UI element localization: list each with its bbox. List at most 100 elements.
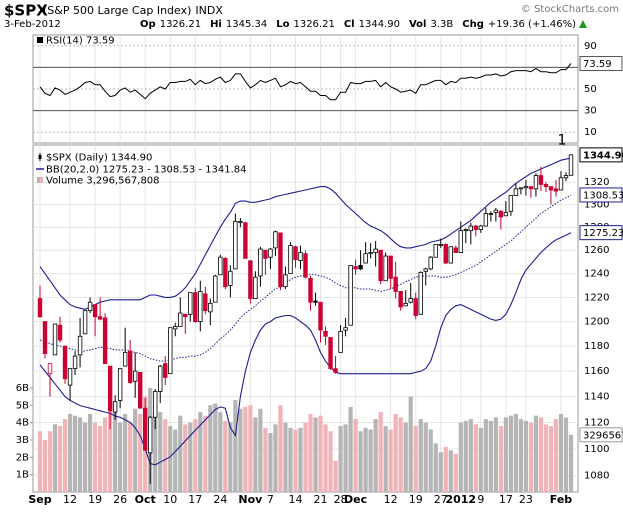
y-tick-label: 1140 xyxy=(584,392,609,403)
candle-body xyxy=(553,188,559,192)
bb-lower xyxy=(39,232,572,466)
volume-bar xyxy=(173,429,178,492)
candle-body xyxy=(273,231,278,249)
candle-body xyxy=(438,244,443,246)
candle-body xyxy=(42,321,48,355)
up-arrow xyxy=(579,20,587,28)
volume-bar xyxy=(523,420,529,492)
legend-label: $SPX (Daily) 1344.90 xyxy=(46,153,152,164)
candle-body xyxy=(303,253,308,278)
candle-body xyxy=(37,298,43,318)
volume-bar xyxy=(378,412,383,492)
candle-body xyxy=(528,186,534,190)
candle-body xyxy=(293,246,298,260)
volume-bar xyxy=(188,422,193,492)
candle-body xyxy=(263,249,268,259)
x-tick-label: 17 xyxy=(499,493,513,506)
candle-body xyxy=(408,298,413,303)
candle-body xyxy=(127,350,133,383)
volume-bar xyxy=(128,422,133,492)
volume-bar xyxy=(393,413,398,492)
quote-value: 1344.90 xyxy=(359,19,400,30)
x-tick-label: 19 xyxy=(88,493,102,506)
candle-body xyxy=(443,244,448,264)
candle-body xyxy=(137,372,143,409)
candle-body xyxy=(568,154,574,176)
volume-bar xyxy=(193,419,198,492)
quote-key: Op xyxy=(140,19,156,30)
candle-body xyxy=(168,327,173,375)
candle-body xyxy=(518,187,524,190)
x-tick-label: 2012 xyxy=(445,493,476,506)
volume-bar xyxy=(118,422,123,492)
volume-bar xyxy=(448,450,453,492)
value-tag-box xyxy=(579,225,623,241)
volume-bar xyxy=(463,420,468,492)
volume-bar xyxy=(158,412,163,492)
candle-body xyxy=(288,245,293,275)
volume-bar xyxy=(563,417,569,492)
x-tick-label: Feb xyxy=(550,493,573,506)
candle-body xyxy=(67,368,73,386)
candle-body xyxy=(338,330,343,353)
candle-body xyxy=(188,292,193,315)
volume-bar xyxy=(298,427,303,492)
x-tick-label: 14 xyxy=(288,493,302,506)
candle-body xyxy=(218,256,223,276)
candle-body xyxy=(72,355,78,370)
x-tick-label: 28 xyxy=(334,493,348,506)
volume-bar xyxy=(353,419,358,492)
volume-bar xyxy=(308,413,313,492)
candle-body xyxy=(253,276,258,300)
volume-bar xyxy=(113,410,118,492)
volume-bar xyxy=(438,452,443,492)
y-tick-label: 1220 xyxy=(584,292,609,303)
volume-bar xyxy=(163,419,168,492)
x-tick-label: 9 xyxy=(477,493,484,506)
volume-bar xyxy=(98,426,103,492)
quote-value: 3.3B xyxy=(430,19,453,30)
candle-body xyxy=(238,221,243,224)
candle-body xyxy=(378,249,383,282)
volume-bar xyxy=(273,424,278,492)
volume-bar xyxy=(108,401,113,492)
candle-body xyxy=(478,225,484,230)
volume-bar xyxy=(568,434,574,492)
value-tag: 3296567 xyxy=(583,430,623,441)
volume-bar xyxy=(518,419,524,492)
quote: Op 1326.21 Hi 1345.34 Lo 1326.21 Cl 1344.90 Vol 3… xyxy=(140,19,576,30)
volume-bar xyxy=(513,413,518,492)
candle-body xyxy=(498,210,504,218)
candle-body xyxy=(77,335,83,356)
legend-label: RSI(14) 73.59 xyxy=(46,36,115,47)
x-tick-label: 21 xyxy=(314,493,328,506)
volume-bar xyxy=(398,417,403,492)
volume-bar xyxy=(138,413,143,492)
candle-body xyxy=(348,264,353,326)
candle-body xyxy=(107,365,113,412)
volume-bar xyxy=(423,422,428,492)
volume-bar xyxy=(508,415,513,492)
candle-body xyxy=(453,247,458,253)
volume-bar xyxy=(153,408,158,492)
legend-candle-body xyxy=(38,155,42,159)
rsi-line xyxy=(39,63,572,101)
candle-body xyxy=(493,209,499,213)
volume-bar xyxy=(358,431,363,492)
candle-body xyxy=(538,175,544,185)
volume-bar xyxy=(203,415,208,492)
candle-body xyxy=(343,327,348,331)
volume-bar xyxy=(433,443,438,492)
candle-body xyxy=(97,316,103,320)
candle-body xyxy=(503,212,509,217)
legend-swatch xyxy=(37,37,43,43)
candle-body xyxy=(308,277,313,303)
x-tick-label: Oct xyxy=(135,493,156,506)
value-tag-box xyxy=(579,427,623,443)
candle-body xyxy=(558,177,564,191)
candle-body xyxy=(57,324,63,341)
x-tick-label: 17 xyxy=(188,493,202,506)
candle-body xyxy=(248,260,253,300)
volume-bar xyxy=(283,422,288,492)
